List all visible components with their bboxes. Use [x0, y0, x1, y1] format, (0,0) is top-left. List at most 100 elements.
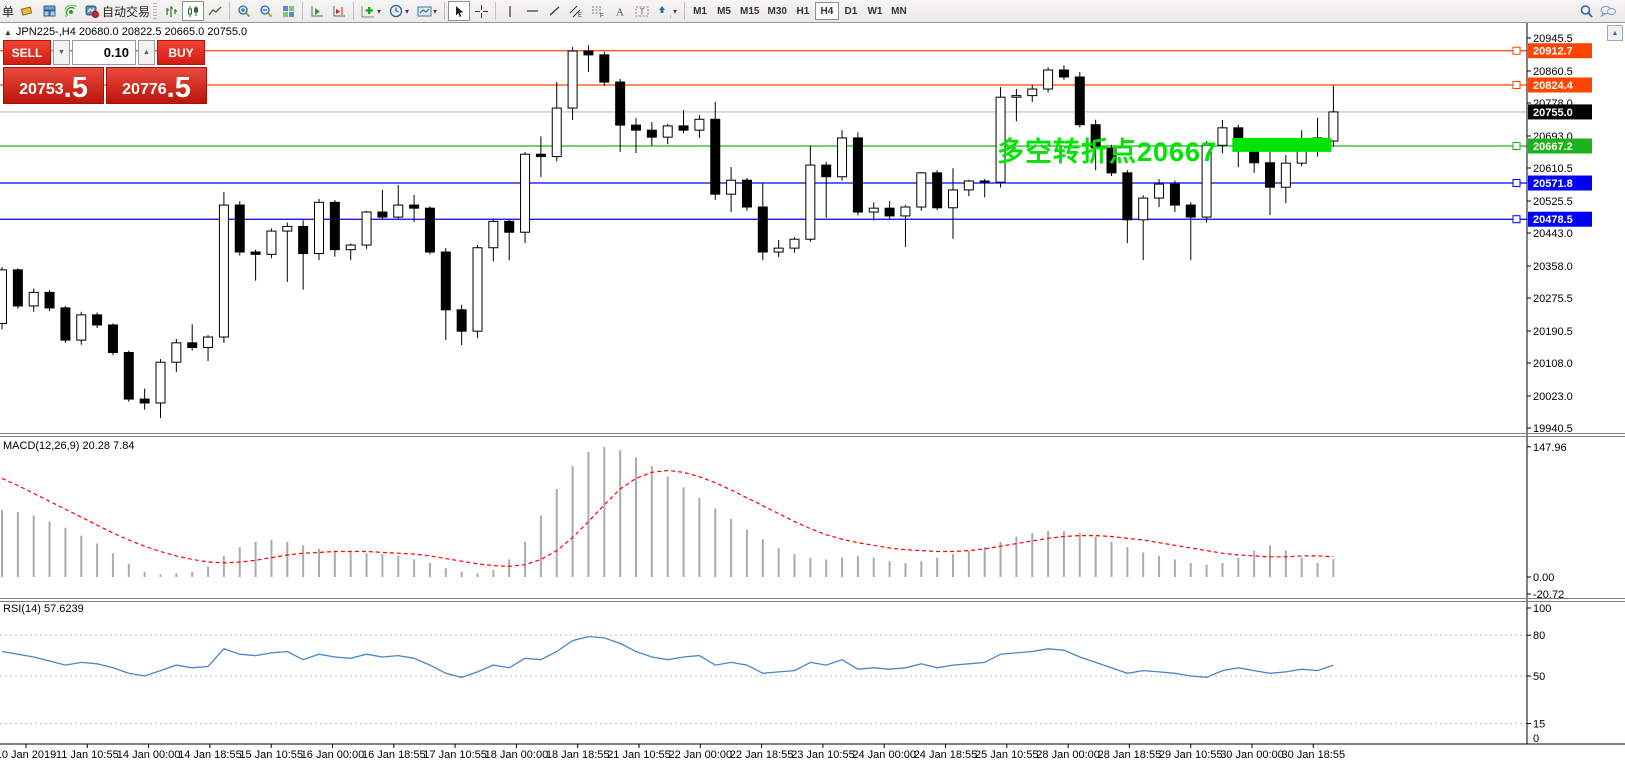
- text-label-icon[interactable]: T: [631, 1, 653, 21]
- timeframe-M1[interactable]: M1: [693, 5, 707, 17]
- candle: [615, 78, 626, 152]
- candlestick-icon[interactable]: [182, 1, 205, 21]
- candle-body: [1122, 172, 1133, 221]
- bar-chart-icon[interactable]: [160, 1, 182, 21]
- candle: [60, 305, 71, 343]
- trendline-icon[interactable]: [543, 1, 565, 21]
- line-handle-marker[interactable]: [1512, 179, 1521, 188]
- buy-price-int: 20776: [122, 81, 167, 98]
- chart-scroll-up-button[interactable]: ▲: [1607, 25, 1623, 41]
- price-tick-label: 19940.5: [1533, 423, 1573, 435]
- timeframe-D1[interactable]: D1: [844, 5, 858, 17]
- volume-input[interactable]: [72, 40, 136, 65]
- candle: [329, 200, 340, 257]
- sell-button[interactable]: SELL: [3, 40, 51, 65]
- candle: [409, 194, 420, 223]
- fibonacci-icon[interactable]: F: [587, 1, 609, 21]
- indicators-dropdown-caret[interactable]: ▾: [377, 6, 382, 16]
- macd-panel: 147.96 0.00 -20.72: [1, 442, 1567, 601]
- horizontal-line-icon[interactable]: [521, 1, 543, 21]
- time-tick-label: 24 Jan 00:00: [852, 749, 916, 761]
- candle: [694, 115, 705, 138]
- crosshair-icon[interactable]: [470, 1, 492, 21]
- buy-price-panel[interactable]: 20776 .5: [106, 67, 207, 104]
- candle-body: [218, 204, 229, 338]
- zoom-in-icon[interactable]: [233, 1, 255, 21]
- timeframe-M5[interactable]: M5: [717, 5, 731, 17]
- templates-icon[interactable]: [413, 1, 435, 21]
- candle: [234, 201, 245, 256]
- timeframe-M15[interactable]: M15: [740, 5, 760, 17]
- volume-increase-button[interactable]: ▲: [138, 40, 155, 65]
- new-order-button-partial[interactable]: 单: [2, 4, 15, 19]
- price-axis[interactable]: 20945.520860.520778.020693.020610.520525…: [1526, 22, 1592, 744]
- buy-button[interactable]: BUY: [157, 40, 205, 65]
- channel-icon[interactable]: E: [565, 1, 587, 21]
- zoom-out-icon[interactable]: [255, 1, 277, 21]
- cursor-icon[interactable]: [448, 1, 471, 21]
- price-badge: [1528, 104, 1592, 120]
- autotrading-icon[interactable]: [82, 1, 102, 21]
- periods-dropdown-caret[interactable]: ▾: [405, 6, 410, 16]
- chart-shift-icon[interactable]: [328, 1, 350, 21]
- candle: [916, 172, 927, 211]
- line-handle-marker[interactable]: [1512, 80, 1521, 89]
- time-tick-label: 16 Jan 00:00: [301, 749, 365, 761]
- line-handle-marker[interactable]: [1512, 141, 1521, 150]
- candle-body: [726, 179, 737, 195]
- candle-body: [963, 180, 974, 191]
- timeframe-W1[interactable]: W1: [867, 5, 883, 17]
- trade-panel-collapse-arrow[interactable]: ▲: [4, 27, 12, 37]
- templates-dropdown-caret[interactable]: ▾: [433, 6, 438, 16]
- time-tick-label: 17 Jan 10:55: [423, 749, 487, 761]
- candle-body: [440, 251, 451, 311]
- candle-body: [377, 211, 388, 218]
- candle-body: [821, 164, 832, 178]
- line-handle-marker[interactable]: [1512, 215, 1521, 224]
- candle: [757, 182, 768, 261]
- auto-scroll-icon[interactable]: [306, 1, 328, 21]
- candle: [1265, 148, 1275, 216]
- line-chart-icon[interactable]: [204, 1, 226, 21]
- market-watch-icon[interactable]: [38, 1, 60, 21]
- time-tick-label: 29 Jan 10:55: [1159, 749, 1223, 761]
- sell-price-panel[interactable]: 20753 .5: [3, 67, 104, 104]
- periods-clock-icon[interactable]: [385, 1, 407, 21]
- candle-body: [456, 309, 467, 332]
- vertical-line-icon[interactable]: [499, 1, 521, 21]
- candle-body: [393, 204, 404, 218]
- timeframe-MN[interactable]: MN: [891, 5, 907, 17]
- autotrading-button[interactable]: 自动交易: [102, 4, 151, 19]
- highlight-zone[interactable]: [1232, 137, 1332, 152]
- arrows-dropdown-caret[interactable]: ▾: [673, 6, 678, 16]
- timeframe-H4[interactable]: H4: [814, 2, 839, 20]
- candle: [361, 210, 372, 249]
- search-icon[interactable]: [1575, 1, 1597, 21]
- turning-point-annotation[interactable]: 多空转折点20667: [997, 137, 1218, 167]
- new-order-icon[interactable]: [16, 1, 38, 21]
- indicators-icon[interactable]: [357, 1, 379, 21]
- time-tick-label: 11 Jan 10:55: [56, 749, 119, 761]
- candle-body: [107, 324, 118, 354]
- time-tick-label: 30 Jan 18:55: [1281, 749, 1345, 761]
- candle: [631, 118, 641, 154]
- tile-windows-icon[interactable]: [277, 1, 299, 21]
- candle: [995, 87, 1006, 188]
- candle-body: [1138, 197, 1149, 221]
- arrows-icon[interactable]: [653, 1, 675, 21]
- chat-icon[interactable]: [1597, 1, 1619, 21]
- price-tick-label: 20358.0: [1533, 261, 1573, 273]
- signal-icon[interactable]: [60, 1, 82, 21]
- timeframe-M30[interactable]: M30: [767, 5, 787, 17]
- candle-body: [60, 307, 71, 341]
- text-icon[interactable]: A: [609, 1, 631, 21]
- timeframe-H1[interactable]: H1: [796, 5, 810, 17]
- line-handle-marker[interactable]: [1512, 46, 1521, 55]
- candle-body: [139, 398, 150, 404]
- time-tick-label: 22 Jan 18:55: [730, 749, 794, 761]
- time-tick-label: 14 Jan 18:55: [178, 749, 242, 761]
- candle: [1217, 120, 1228, 154]
- volume-decrease-button[interactable]: ▼: [53, 40, 70, 65]
